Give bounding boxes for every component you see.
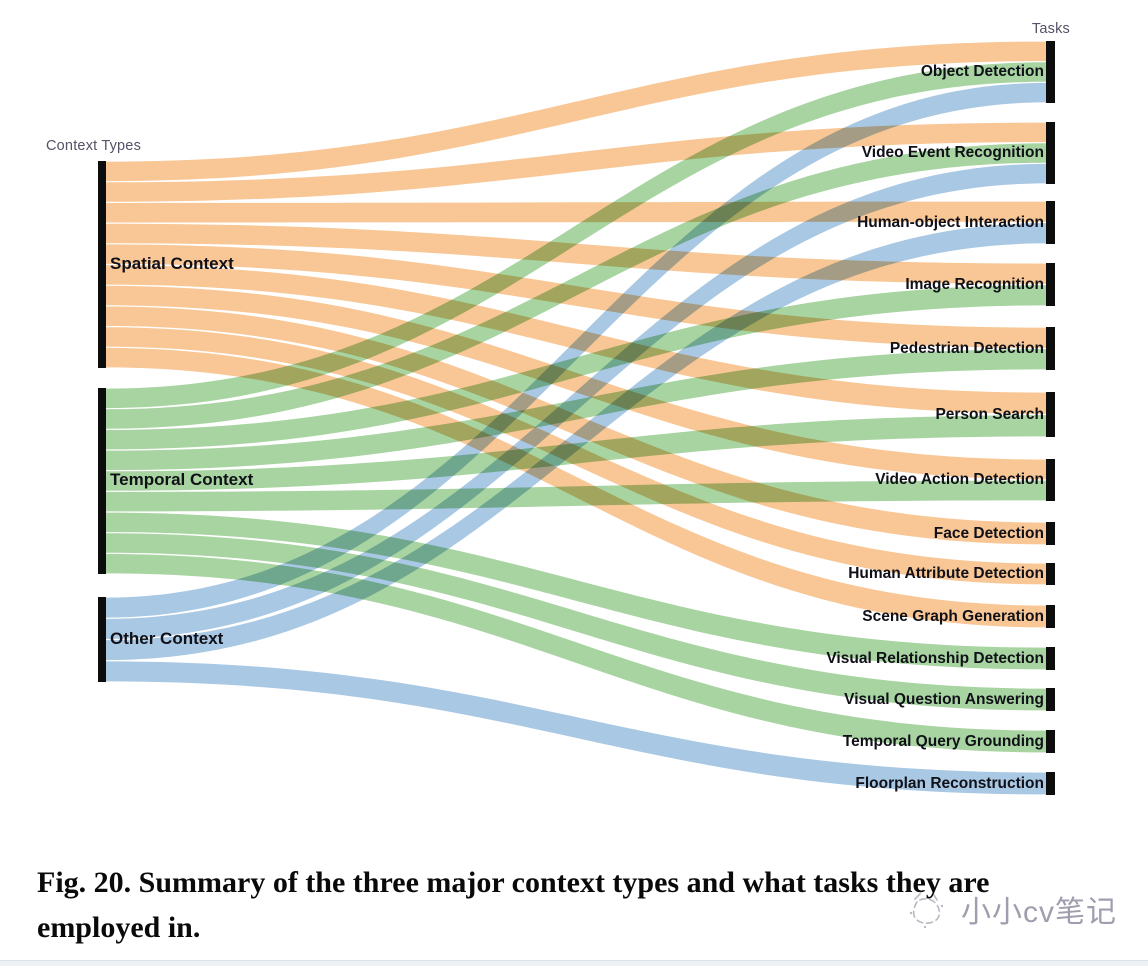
target-node-bar-object-detection — [1046, 41, 1055, 103]
target-node-bar-human-attribute-detection — [1046, 563, 1055, 585]
source-node-bar-spatial — [98, 161, 106, 368]
target-node-label-temporal-query-grounding: Temporal Query Grounding — [842, 732, 1044, 750]
sankey-link-other-to-video-event-recognition — [106, 163, 1046, 639]
sankey-link-other-to-floorplan-reconstruction — [106, 661, 1046, 795]
target-node-label-person-search: Person Search — [935, 405, 1044, 423]
target-node-label-human-object-interaction: Human-object Interaction — [857, 213, 1044, 231]
cat-doodle-icon — [909, 893, 944, 929]
sankey-link-spatial-to-person-search — [106, 265, 1046, 414]
target-node-bar-pedestrian-detection — [1046, 327, 1055, 370]
sankey-link-spatial-to-video-event-recognition — [106, 122, 1046, 202]
sankey-link-temporal-to-visual-relationship-detection — [106, 512, 1046, 670]
sankey-link-temporal-to-image-recognition — [106, 285, 1046, 450]
source-node-bar-other — [98, 597, 106, 682]
sankey-link-temporal-to-visual-question-answering — [106, 533, 1046, 711]
figure-caption-line-2: employed in. — [37, 911, 201, 944]
target-node-label-object-detection: Object Detection — [920, 63, 1044, 80]
target-node-bar-temporal-query-grounding — [1046, 730, 1055, 753]
context-types-header: Context Types — [46, 138, 142, 154]
sankey-link-temporal-to-person-search — [106, 415, 1046, 491]
target-node-label-image-recognition: Image Recognition — [905, 275, 1044, 293]
figure-caption: Fig. 20. Summary of the three major cont… — [37, 860, 1142, 950]
sankey-link-other-to-human-object-interaction — [106, 223, 1046, 661]
target-node-label-human-attribute-detection: Human Attribute Detection — [848, 565, 1044, 582]
source-node-bar-temporal — [98, 388, 106, 574]
target-node-bar-floorplan-reconstruction — [1046, 772, 1055, 795]
sankey-link-temporal-to-video-event-recognition — [106, 143, 1046, 429]
sankey-diagram — [98, 41, 1055, 795]
target-node-label-video-event-recognition: Video Event Recognition — [861, 144, 1044, 161]
sankey-link-spatial-to-human-object-interaction — [106, 201, 1046, 223]
target-node-label-floorplan-reconstruction: Floorplan Reconstruction — [855, 774, 1044, 792]
target-node-bar-image-recognition — [1046, 263, 1055, 306]
sankey-link-spatial-to-object-detection — [106, 41, 1046, 182]
sankey-link-temporal-to-video-action-detection — [106, 480, 1046, 512]
bottom-edge-strip — [0, 960, 1148, 966]
target-node-bar-visual-relationship-detection — [1046, 647, 1055, 670]
sankey-link-spatial-to-video-action-detection — [106, 285, 1046, 480]
source-node-label-spatial: Spatial Context — [110, 253, 234, 273]
target-node-bar-video-action-detection — [1046, 459, 1055, 501]
target-node-bar-video-event-recognition — [1046, 122, 1055, 184]
figure-caption-line-1: Fig. 20. Summary of the three major cont… — [37, 866, 990, 899]
source-node-label-other: Other Context — [110, 628, 224, 648]
target-node-bar-person-search — [1046, 392, 1055, 437]
target-node-label-scene-graph-generation: Scene Graph Generation — [862, 607, 1044, 625]
sankey-link-temporal-to-object-detection — [106, 62, 1046, 409]
tasks-header: Tasks — [1031, 21, 1070, 37]
sankey-links — [106, 41, 1046, 795]
target-node-label-video-action-detection: Video Action Detection — [875, 471, 1044, 488]
sankey-link-temporal-to-temporal-query-grounding — [106, 553, 1046, 753]
target-node-bar-human-object-interaction — [1046, 201, 1055, 244]
target-node-label-pedestrian-detection: Pedestrian Detection — [889, 339, 1044, 357]
sankey-link-other-to-object-detection — [106, 82, 1046, 618]
target-node-bar-visual-question-answering — [1046, 688, 1055, 711]
sankey-link-spatial-to-image-recognition — [106, 223, 1046, 284]
sankey-node-bars — [98, 41, 1055, 795]
target-node-label-visual-question-answering: Visual Question Answering — [844, 690, 1044, 708]
target-node-label-face-detection: Face Detection — [933, 524, 1044, 542]
watermark: 小小cv笔记 — [905, 886, 1117, 932]
target-node-bar-scene-graph-generation — [1046, 605, 1055, 628]
target-node-label-visual-relationship-detection: Visual Relationship Detection — [826, 649, 1044, 667]
source-node-label-temporal: Temporal Context — [110, 470, 254, 489]
watermark-text: 小小cv笔记 — [961, 896, 1117, 929]
sankey-link-spatial-to-face-detection — [106, 306, 1046, 545]
target-node-bar-face-detection — [1046, 522, 1055, 545]
